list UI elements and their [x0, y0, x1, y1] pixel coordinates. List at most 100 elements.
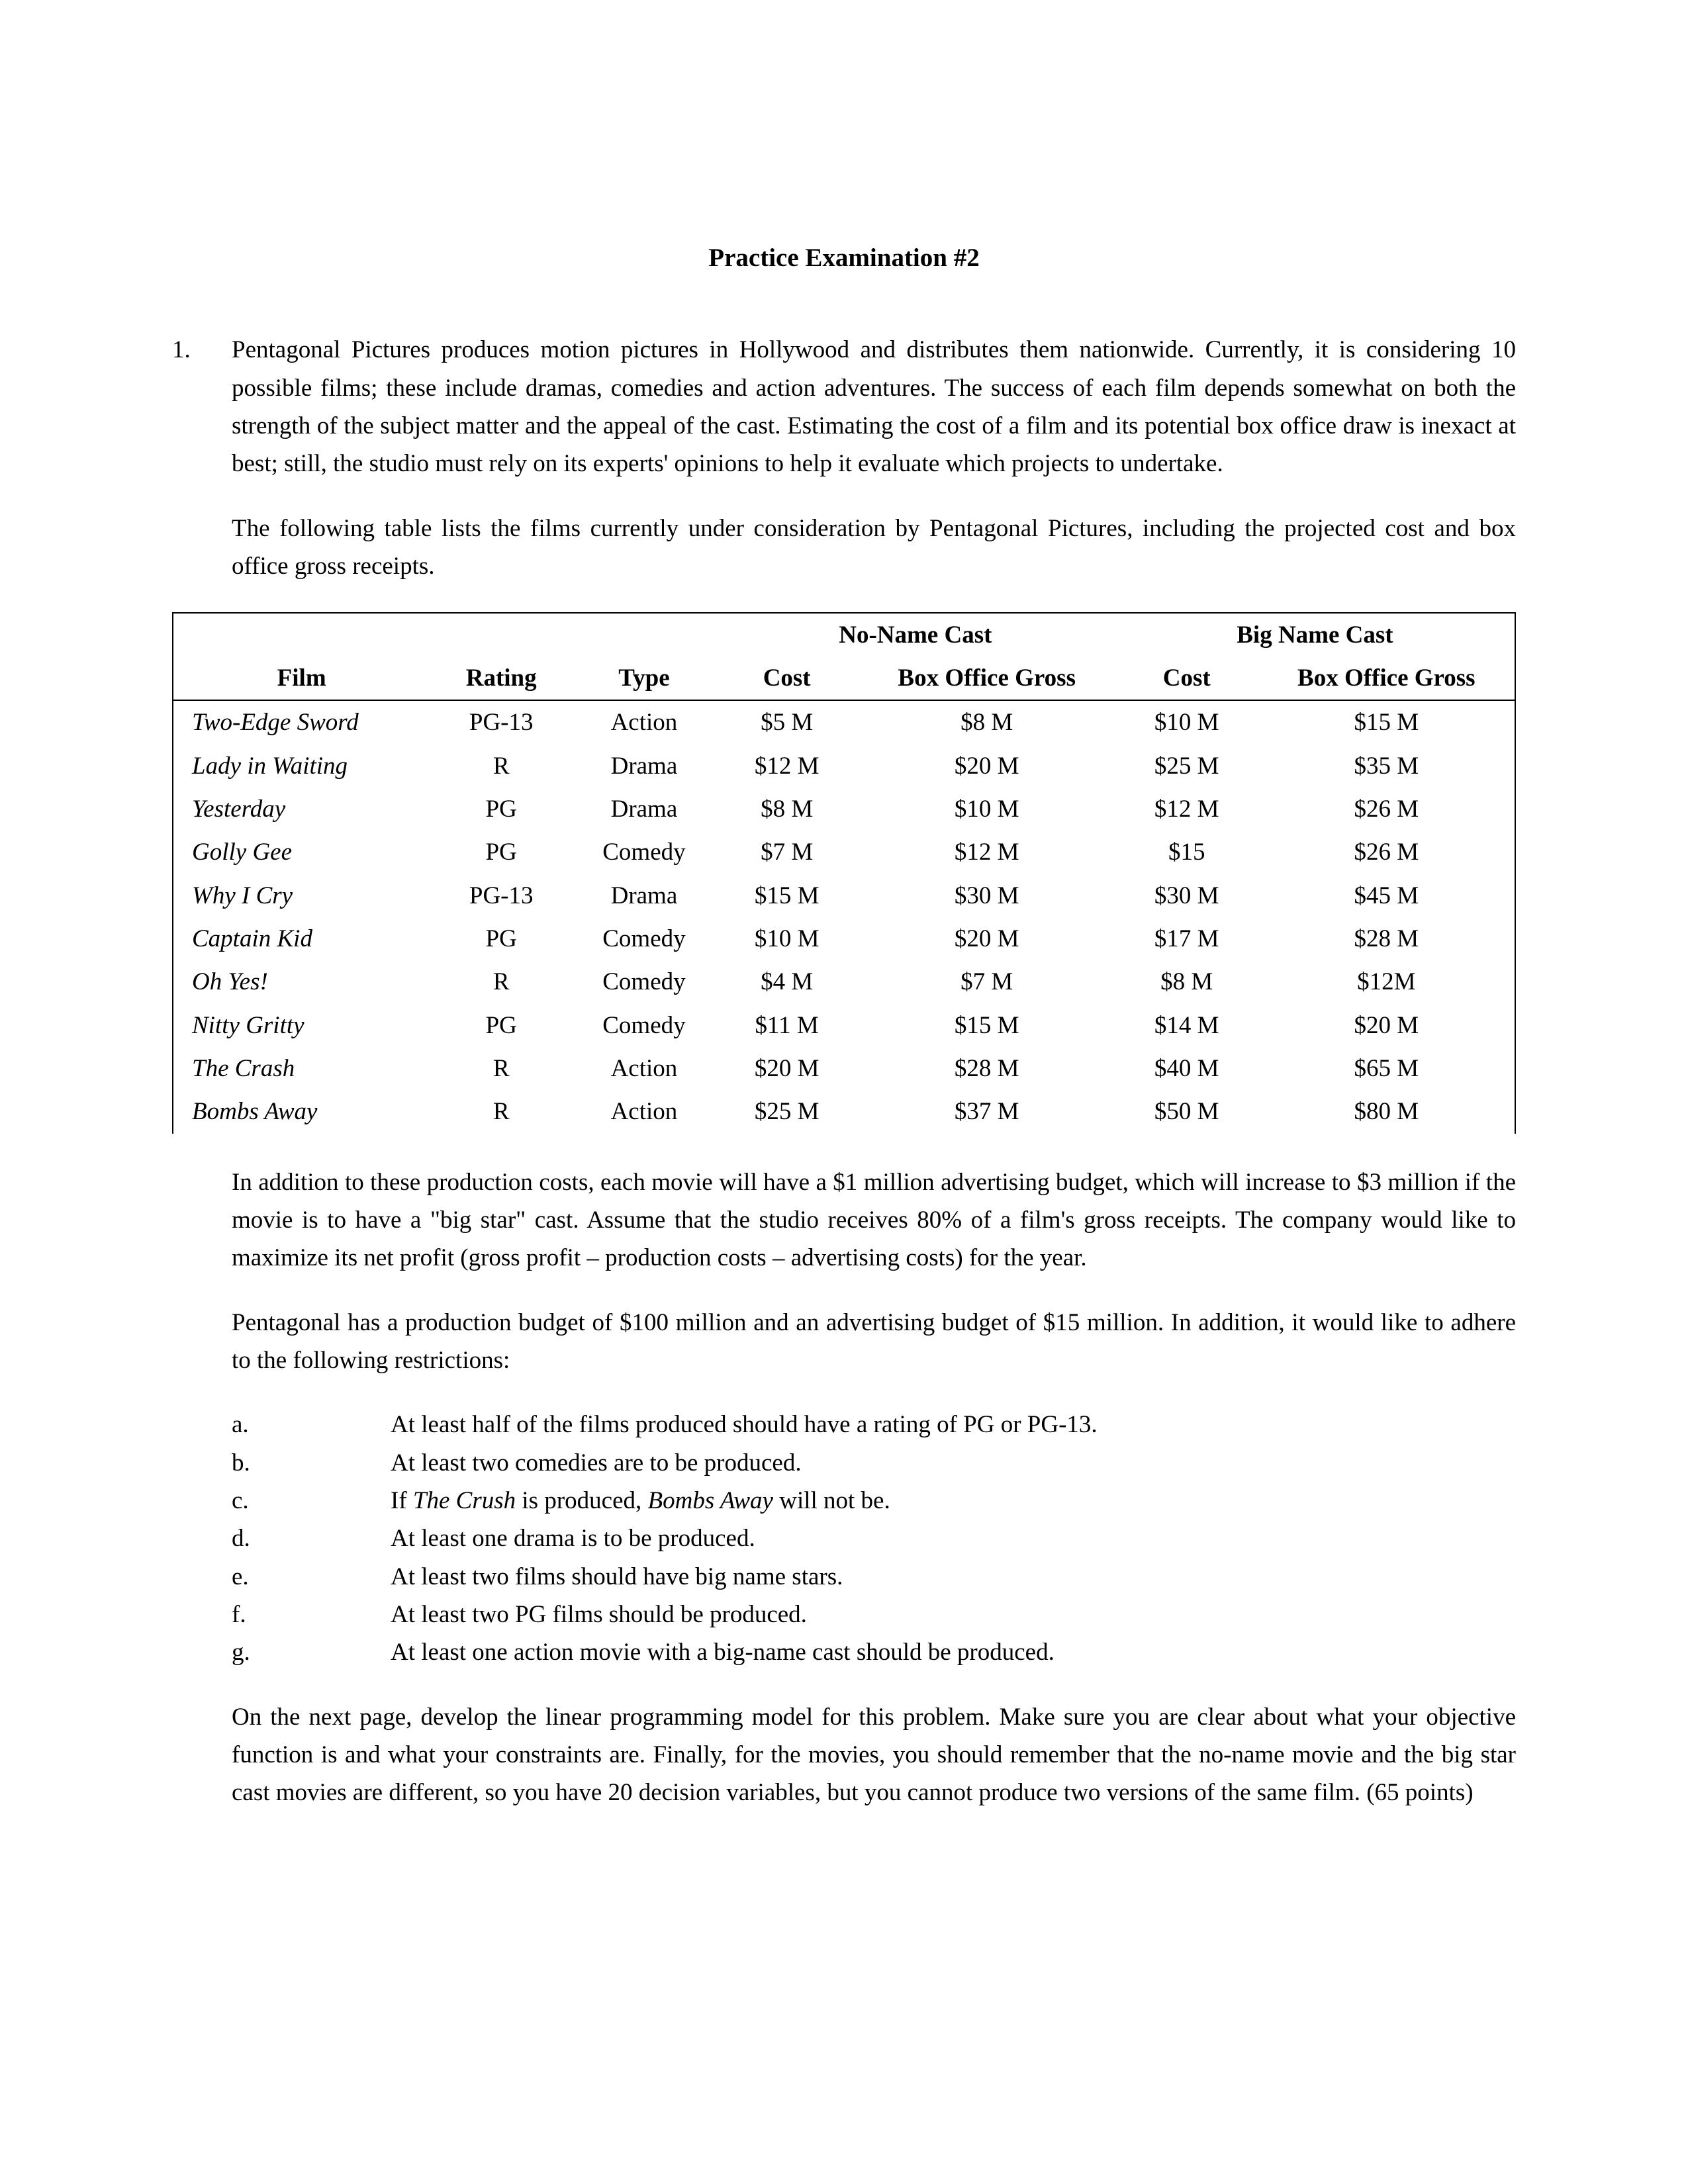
- col-header-rating: Rating: [430, 657, 573, 700]
- table-cell: The Crash: [173, 1047, 430, 1090]
- table-cell: $14 M: [1115, 1004, 1258, 1047]
- table-cell: Two-Edge Sword: [173, 700, 430, 744]
- table-cell: $28 M: [859, 1047, 1115, 1090]
- restriction-item: a.At least half of the films produced sh…: [232, 1406, 1516, 1443]
- table-cell: PG: [430, 831, 573, 874]
- group-header-bigname: Big Name Cast: [1115, 613, 1515, 657]
- table-cell: $35 M: [1258, 745, 1515, 788]
- table-cell: $15 M: [859, 1004, 1115, 1047]
- table-cell: R: [430, 960, 573, 1003]
- restriction-label: d.: [232, 1520, 391, 1557]
- page-title: Practice Examination #2: [172, 238, 1516, 278]
- restriction-label: b.: [232, 1444, 391, 1482]
- restrictions-list: a.At least half of the films produced sh…: [232, 1406, 1516, 1671]
- table-cell: $12 M: [1115, 788, 1258, 831]
- question-block: 1. Pentagonal Pictures produces motion p…: [172, 331, 1516, 509]
- table-cell: $17 M: [1115, 917, 1258, 960]
- table-cell: $25 M: [1115, 745, 1258, 788]
- restriction-text: At least one drama is to be produced.: [391, 1520, 1516, 1557]
- table-cell: $80 M: [1258, 1090, 1515, 1133]
- table-row: Golly GeePGComedy$7 M$12 M$15$26 M: [173, 831, 1515, 874]
- question-number: 1.: [172, 331, 232, 509]
- table-cell: $15 M: [1258, 700, 1515, 744]
- table-row: Captain KidPGComedy$10 M$20 M$17 M$28 M: [173, 917, 1515, 960]
- table-cell: $20 M: [1258, 1004, 1515, 1047]
- table-cell: Action: [573, 700, 716, 744]
- table-cell: $25 M: [716, 1090, 859, 1133]
- col-header-gross-nn: Box Office Gross: [859, 657, 1115, 700]
- table-cell: PG: [430, 1004, 573, 1047]
- table-cell: $8 M: [716, 788, 859, 831]
- table-row: Why I CryPG-13Drama$15 M$30 M$30 M$45 M: [173, 874, 1515, 917]
- table-cell: $30 M: [859, 874, 1115, 917]
- table-cell: $10 M: [859, 788, 1115, 831]
- restriction-text: At least one action movie with a big-nam…: [391, 1633, 1516, 1671]
- table-cell: $12 M: [859, 831, 1115, 874]
- table-cell: $11 M: [716, 1004, 859, 1047]
- table-cell: Action: [573, 1090, 716, 1133]
- table-cell: $20 M: [859, 917, 1115, 960]
- intro-paragraph: Pentagonal Pictures produces motion pict…: [232, 331, 1516, 482]
- table-cell: $15 M: [716, 874, 859, 917]
- table-cell: Nitty Gritty: [173, 1004, 430, 1047]
- table-cell: $5 M: [716, 700, 859, 744]
- table-cell: Action: [573, 1047, 716, 1090]
- restriction-item: b.At least two comedies are to be produc…: [232, 1444, 1516, 1482]
- films-table: No-Name Cast Big Name Cast Film Rating T…: [172, 612, 1516, 1134]
- table-cell: PG: [430, 917, 573, 960]
- table-cell: $20 M: [716, 1047, 859, 1090]
- restriction-label: g.: [232, 1633, 391, 1671]
- table-cell: $50 M: [1115, 1090, 1258, 1133]
- col-header-cost-nn: Cost: [716, 657, 859, 700]
- restriction-label: e.: [232, 1558, 391, 1596]
- table-cell: Drama: [573, 874, 716, 917]
- table-cell: $12M: [1258, 960, 1515, 1003]
- restriction-item: c.If The Crush is produced, Bombs Away w…: [232, 1482, 1516, 1520]
- table-cell: $7 M: [716, 831, 859, 874]
- table-cell: $45 M: [1258, 874, 1515, 917]
- table-cell: R: [430, 745, 573, 788]
- table-cell: $40 M: [1115, 1047, 1258, 1090]
- table-row: YesterdayPGDrama$8 M$10 M$12 M$26 M: [173, 788, 1515, 831]
- table-lead-in: The following table lists the films curr…: [232, 510, 1516, 586]
- table-cell: $8 M: [1115, 960, 1258, 1003]
- table-cell: $65 M: [1258, 1047, 1515, 1090]
- table-cell: Oh Yes!: [173, 960, 430, 1003]
- restriction-text: At least half of the films produced shou…: [391, 1406, 1516, 1443]
- table-cell: Yesterday: [173, 788, 430, 831]
- table-cell: $4 M: [716, 960, 859, 1003]
- col-header-gross-bn: Box Office Gross: [1258, 657, 1515, 700]
- table-cell: $30 M: [1115, 874, 1258, 917]
- table-cell: Comedy: [573, 960, 716, 1003]
- restriction-text: If The Crush is produced, Bombs Away wil…: [391, 1482, 1516, 1520]
- budget-paragraph: Pentagonal has a production budget of $1…: [232, 1304, 1516, 1380]
- table-cell: Comedy: [573, 1004, 716, 1047]
- table-cell: $15: [1115, 831, 1258, 874]
- restriction-item: f.At least two PG films should be produc…: [232, 1596, 1516, 1633]
- col-header-cost-bn: Cost: [1115, 657, 1258, 700]
- table-cell: $20 M: [859, 745, 1115, 788]
- table-cell: Golly Gee: [173, 831, 430, 874]
- restriction-label: c.: [232, 1482, 391, 1520]
- table-cell: PG: [430, 788, 573, 831]
- table-cell: $26 M: [1258, 788, 1515, 831]
- table-cell: R: [430, 1047, 573, 1090]
- restriction-text: At least two comedies are to be produced…: [391, 1444, 1516, 1482]
- restriction-item: g.At least one action movie with a big-n…: [232, 1633, 1516, 1671]
- table-cell: $28 M: [1258, 917, 1515, 960]
- table-row: Lady in WaitingRDrama$12 M$20 M$25 M$35 …: [173, 745, 1515, 788]
- table-row: Two-Edge SwordPG-13Action$5 M$8 M$10 M$1…: [173, 700, 1515, 744]
- table-cell: $7 M: [859, 960, 1115, 1003]
- table-cell: Drama: [573, 788, 716, 831]
- col-header-type: Type: [573, 657, 716, 700]
- restriction-text: At least two films should have big name …: [391, 1558, 1516, 1596]
- table-cell: Why I Cry: [173, 874, 430, 917]
- restriction-text: At least two PG films should be produced…: [391, 1596, 1516, 1633]
- table-row: The CrashRAction$20 M$28 M$40 M$65 M: [173, 1047, 1515, 1090]
- table-cell: $10 M: [1115, 700, 1258, 744]
- table-cell: Bombs Away: [173, 1090, 430, 1133]
- table-cell: $8 M: [859, 700, 1115, 744]
- table-cell: $26 M: [1258, 831, 1515, 874]
- col-header-film: Film: [173, 657, 430, 700]
- restriction-item: d.At least one drama is to be produced.: [232, 1520, 1516, 1557]
